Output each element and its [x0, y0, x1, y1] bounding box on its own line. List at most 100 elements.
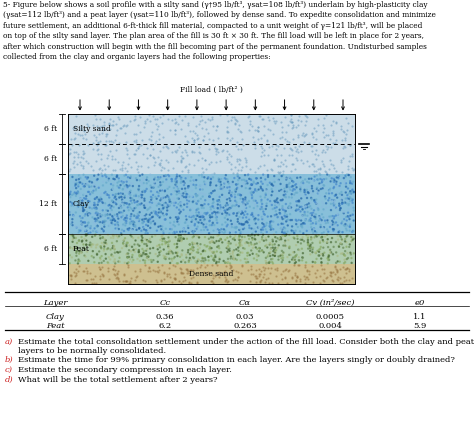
Point [166, 215, 174, 221]
Point [141, 212, 149, 219]
Bar [68, 174, 355, 234]
Point [313, 218, 320, 224]
Point [206, 239, 214, 245]
Point [315, 187, 322, 194]
Point [321, 218, 328, 225]
Point [188, 148, 196, 154]
Point [159, 202, 166, 209]
Point [273, 198, 281, 205]
Point [318, 179, 326, 186]
Point [160, 230, 167, 237]
Point [339, 244, 347, 251]
Point [254, 224, 262, 231]
Point [336, 206, 344, 213]
Point [292, 228, 299, 235]
Point [217, 236, 225, 243]
Point [199, 202, 206, 209]
Point [153, 243, 161, 249]
Point [264, 213, 272, 220]
Point [132, 158, 140, 165]
Point [257, 198, 265, 205]
Point [259, 180, 266, 187]
Point [335, 173, 343, 179]
Point [194, 206, 202, 212]
Point [248, 181, 256, 188]
Point [279, 205, 287, 212]
Point [261, 223, 268, 229]
Point [307, 221, 315, 228]
Point [78, 126, 85, 132]
Point [178, 208, 185, 215]
Point [280, 214, 288, 220]
Point [117, 202, 124, 209]
Point [291, 186, 299, 193]
Point [97, 151, 105, 158]
Point [71, 222, 78, 229]
Point [155, 183, 163, 190]
Point [211, 144, 219, 151]
Point [318, 211, 326, 218]
Point [246, 251, 254, 258]
Point [70, 158, 78, 165]
Point [118, 226, 126, 233]
Point [260, 221, 267, 228]
Point [301, 272, 308, 279]
Point [233, 201, 240, 208]
Point [135, 212, 143, 219]
Point [327, 206, 335, 213]
Point [226, 205, 233, 212]
Point [100, 227, 107, 234]
Point [144, 230, 152, 237]
Point [111, 258, 119, 265]
Point [86, 270, 94, 276]
Point [142, 215, 150, 222]
Point [105, 152, 112, 159]
Point [312, 127, 320, 134]
Point [119, 190, 127, 197]
Point [215, 175, 222, 182]
Point [113, 173, 120, 180]
Point [234, 170, 241, 177]
Point [304, 245, 312, 252]
Point [288, 118, 296, 125]
Point [94, 210, 101, 217]
Point [121, 194, 128, 201]
Point [325, 228, 332, 235]
Point [259, 115, 267, 122]
Point [66, 145, 74, 152]
Point [95, 264, 103, 271]
Point [301, 203, 309, 210]
Point [296, 257, 303, 264]
Point [258, 116, 266, 123]
Point [277, 151, 284, 158]
Point [274, 169, 282, 176]
Point [134, 241, 142, 248]
Point [346, 174, 354, 181]
Point [165, 245, 173, 251]
Point [320, 185, 328, 192]
Point [247, 239, 255, 246]
Point [345, 277, 353, 284]
Point [73, 252, 80, 259]
Point [328, 249, 335, 256]
Point [342, 188, 349, 195]
Point [337, 250, 345, 257]
Point [72, 182, 79, 189]
Point [320, 229, 328, 236]
Point [160, 246, 167, 253]
Point [79, 204, 87, 211]
Point [336, 202, 343, 209]
Point [168, 279, 176, 285]
Point [197, 251, 205, 257]
Point [112, 176, 120, 183]
Point [153, 211, 161, 218]
Point [235, 236, 243, 243]
Point [155, 242, 162, 249]
Point [221, 229, 229, 236]
Point [84, 211, 91, 218]
Point [188, 279, 195, 286]
Point [72, 234, 80, 241]
Point [250, 197, 257, 204]
Point [337, 234, 345, 240]
Point [171, 223, 179, 230]
